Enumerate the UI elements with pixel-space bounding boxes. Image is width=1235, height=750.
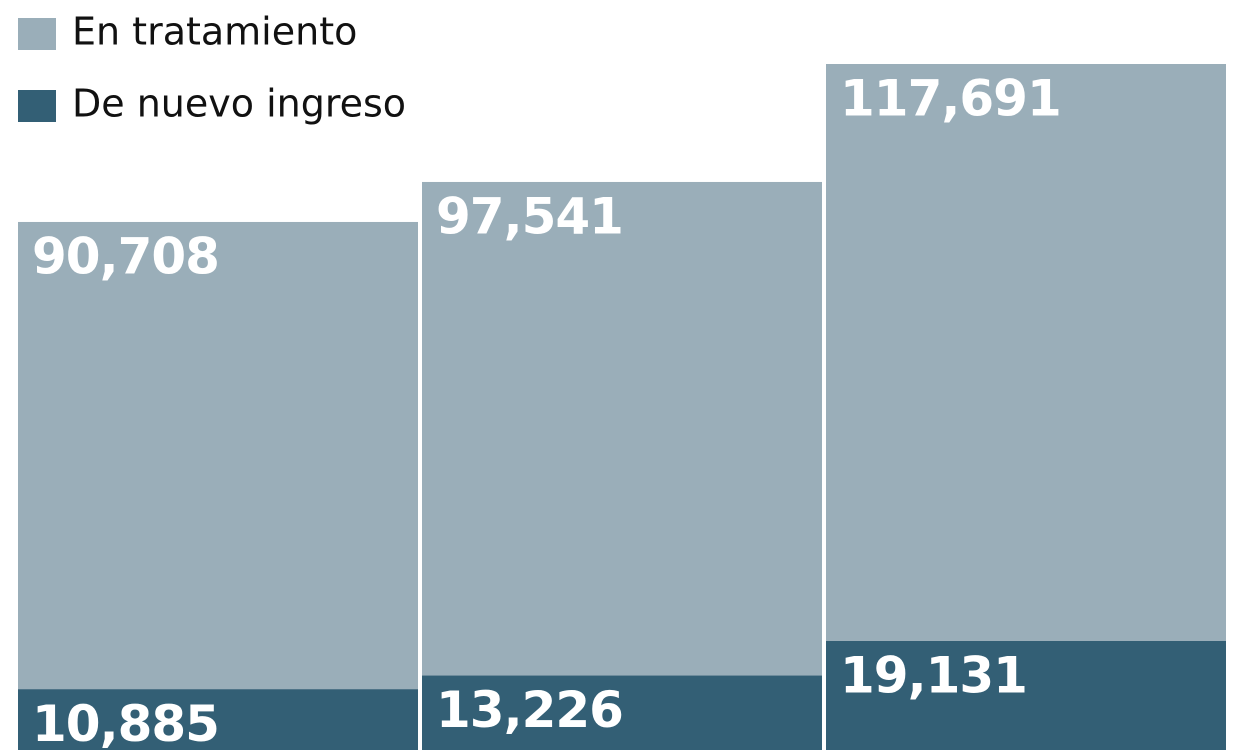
value-label: 19,131 (840, 647, 1027, 705)
bar (826, 641, 1226, 750)
value-label: 117,691 (840, 70, 1061, 128)
legend-label: En tratamiento (72, 10, 357, 54)
bar (826, 64, 1226, 750)
legend-swatch (18, 90, 56, 122)
value-label: 90,708 (32, 227, 219, 285)
value-label: 13,226 (436, 681, 623, 739)
value-label: 97,541 (436, 187, 623, 245)
value-label: 10,885 (32, 695, 219, 750)
bar (422, 675, 822, 750)
legend-label: De nuevo ingreso (72, 82, 406, 126)
bar (18, 221, 418, 750)
bar (18, 689, 418, 750)
legend-swatch (18, 18, 56, 50)
bar (422, 181, 822, 750)
